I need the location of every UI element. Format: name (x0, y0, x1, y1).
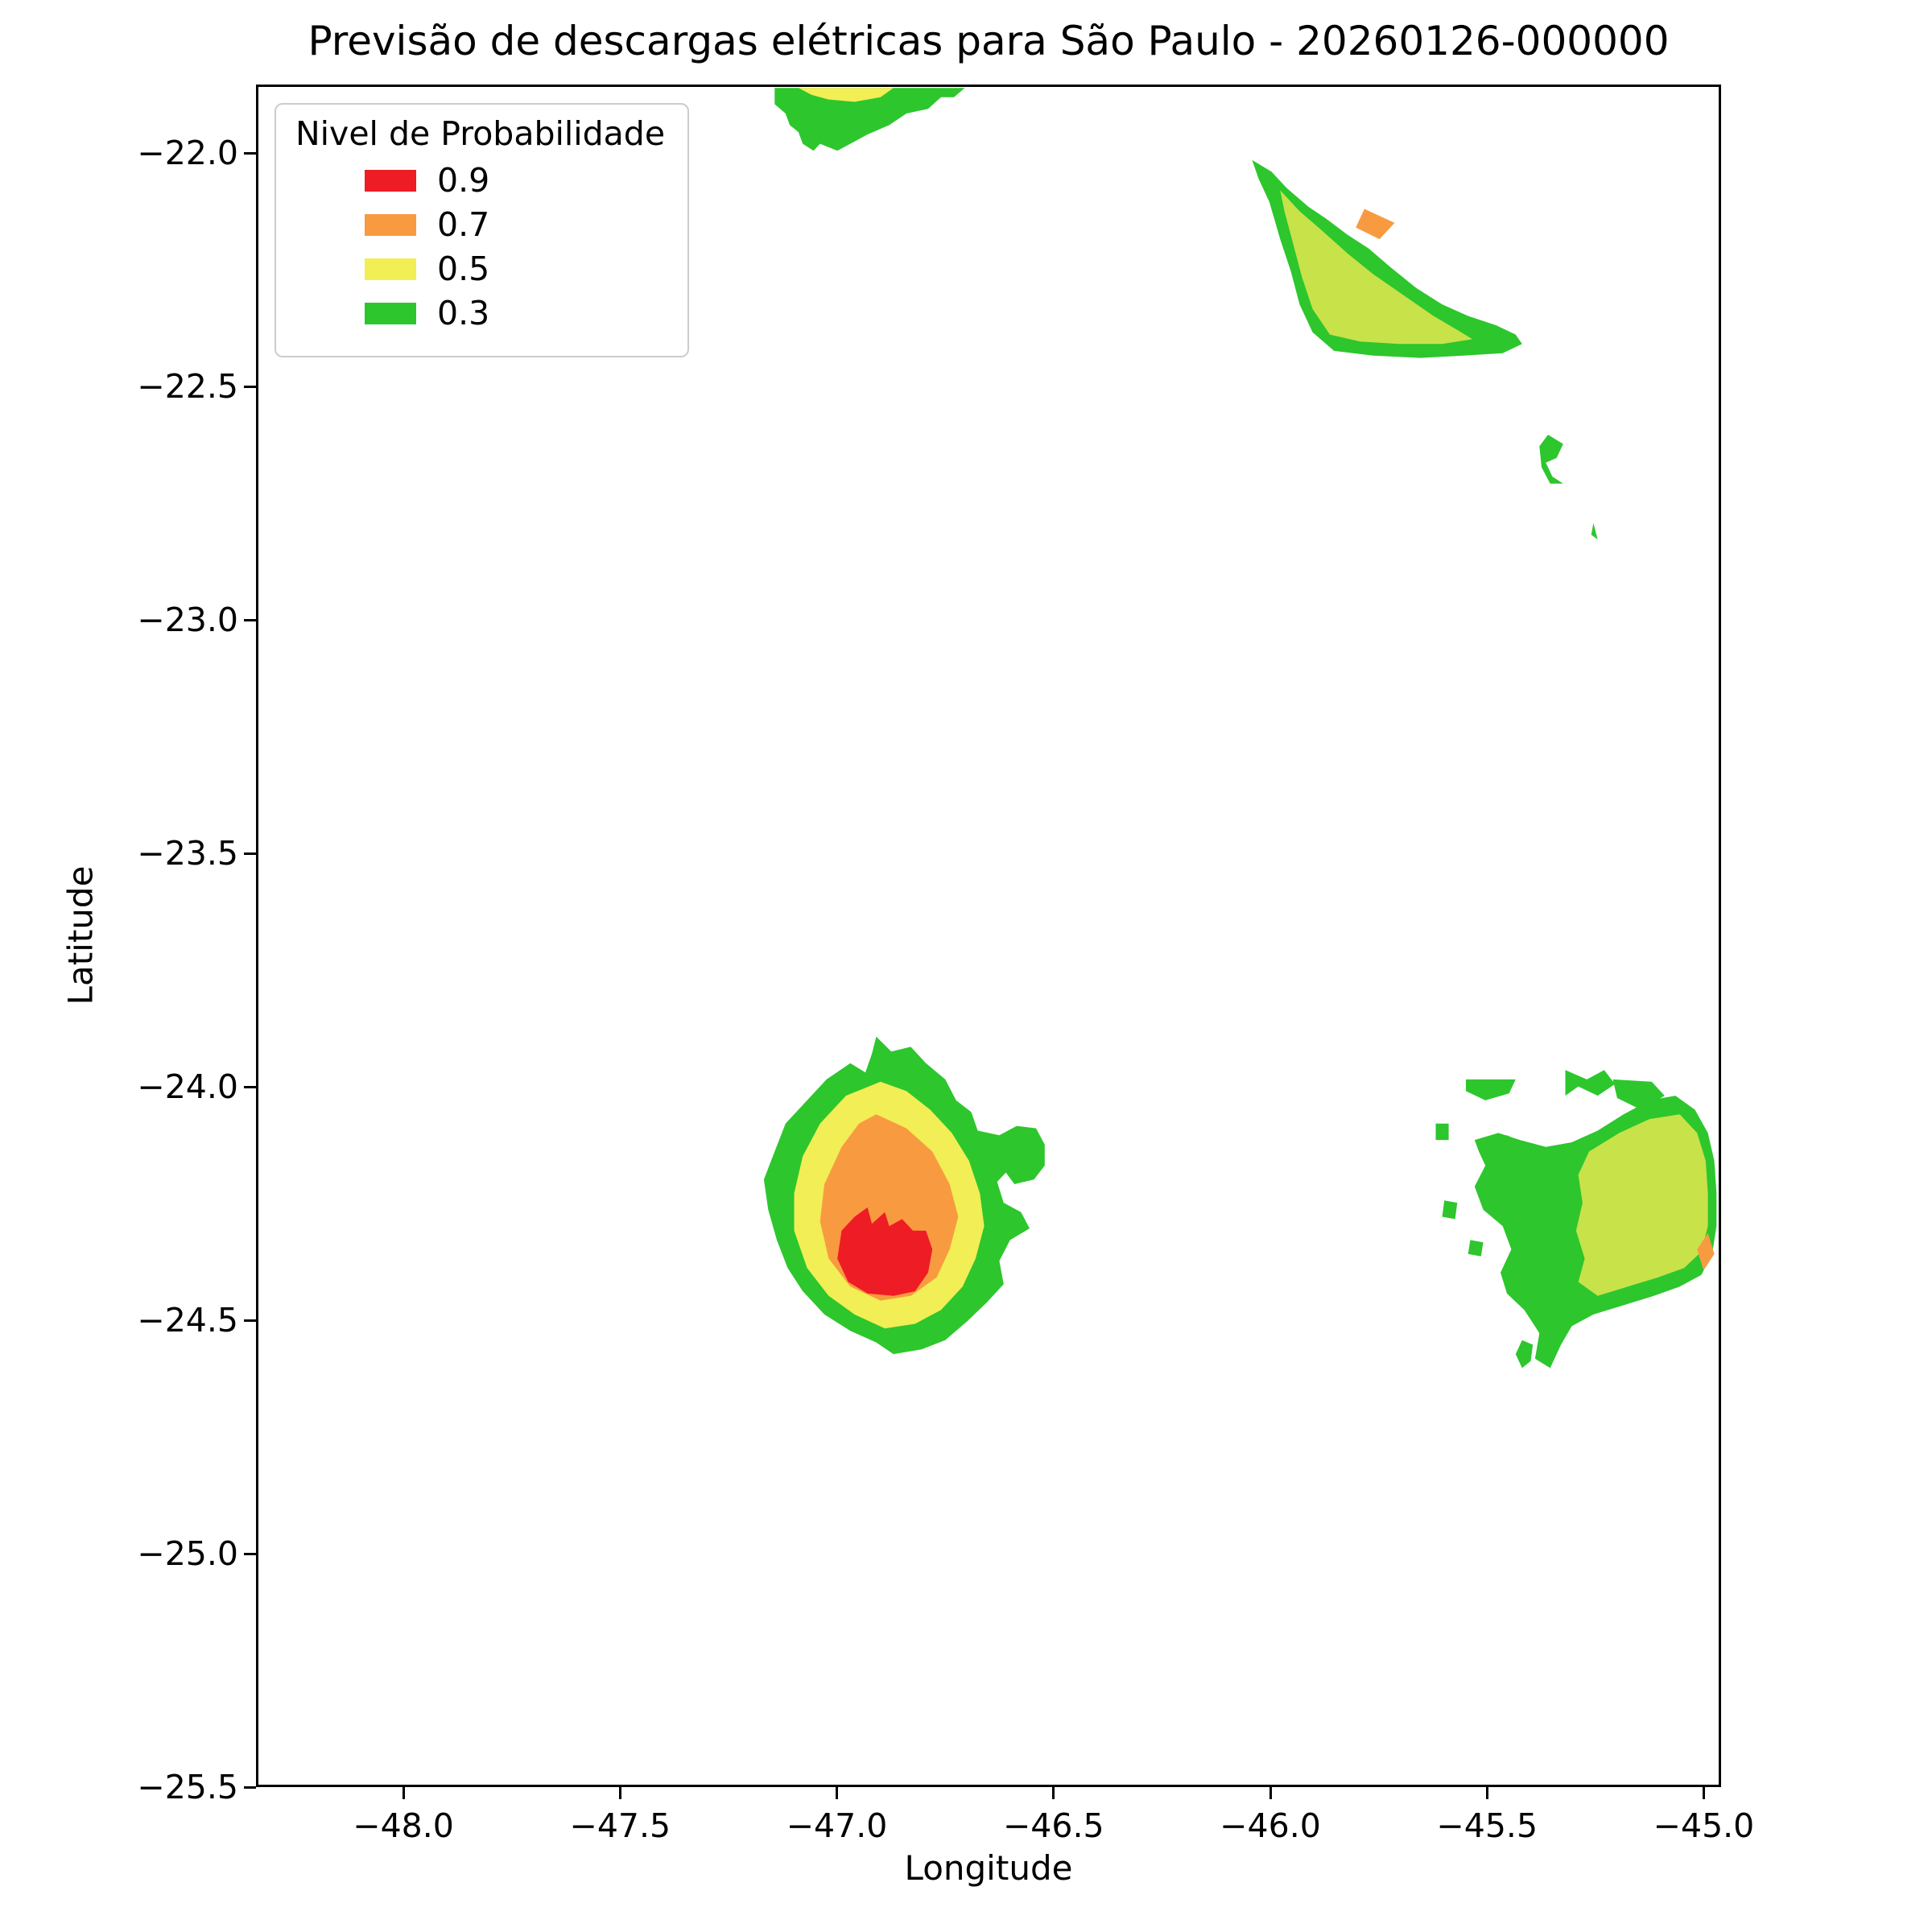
x-tick-label: −48.0 (353, 1806, 454, 1845)
x-tick-label: −47.5 (569, 1806, 671, 1845)
legend-item-0.3: 0.3 (295, 297, 665, 330)
contour-region-central-red (837, 1207, 933, 1296)
y-tick-label: −23.0 (137, 601, 238, 640)
y-tick-mark (244, 1319, 256, 1322)
legend-swatch-0.5 (365, 258, 416, 280)
contour-region-southeast-yellowgreen (1575, 1114, 1708, 1296)
x-tick-label: −45.5 (1436, 1806, 1538, 1845)
y-tick-label: −22.5 (137, 367, 238, 407)
y-tick-label: −25.0 (137, 1534, 238, 1574)
contour-region-southeast-speck-1 (1435, 1123, 1449, 1141)
legend-swatch-0.7 (365, 214, 416, 236)
contour-region-northeast-orange (1356, 208, 1395, 240)
contour-region-southeast-orange (1697, 1232, 1715, 1270)
y-tick-mark (244, 151, 256, 155)
contour-region-east-tiny-green (1591, 522, 1598, 540)
legend-swatch-0.9 (365, 170, 416, 192)
x-tick-mark (618, 1787, 621, 1799)
x-axis-label: Longitude (904, 1848, 1073, 1888)
y-tick-mark (244, 1552, 256, 1555)
legend-item-label: 0.9 (437, 161, 490, 200)
contour-region-southeast-strip-west (1466, 1079, 1516, 1100)
x-tick-mark (402, 1787, 405, 1799)
contour-region-northeast-yellowgreen (1280, 190, 1473, 345)
x-tick-mark (1702, 1787, 1705, 1799)
chart-title: Previsão de descargas elétricas para São… (308, 18, 1670, 64)
y-tick-label: −24.0 (137, 1067, 238, 1107)
plot-area: Nivel de Probabilidade 0.9 0.7 0.5 0.3 (256, 85, 1721, 1787)
y-tick-label: −23.5 (137, 834, 238, 873)
x-tick-label: −47.0 (786, 1806, 888, 1845)
y-tick-label: −24.5 (137, 1301, 238, 1340)
y-tick-mark (244, 1785, 256, 1789)
legend-item-label: 0.5 (437, 250, 490, 288)
contour-region-east-small-green (1539, 435, 1563, 484)
y-tick-label: −25.5 (137, 1768, 238, 1806)
contour-region-north-green (774, 88, 965, 151)
x-tick-mark (1269, 1787, 1272, 1799)
contour-region-north-yellow (798, 88, 894, 102)
contour-region-southeast-speck-3 (1468, 1240, 1484, 1257)
y-tick-label: −22.0 (137, 134, 238, 173)
y-tick-mark (244, 1085, 256, 1088)
y-tick-mark (244, 385, 256, 388)
y-tick-mark (244, 618, 256, 621)
x-tick-mark (1052, 1787, 1055, 1799)
x-tick-mark (1485, 1787, 1488, 1799)
legend: Nivel de Probabilidade 0.9 0.7 0.5 0.3 (275, 103, 690, 357)
x-tick-label: −46.0 (1220, 1806, 1321, 1845)
x-tick-mark (836, 1787, 839, 1799)
marker-dot-2 (1546, 1146, 1571, 1171)
x-tick-label: −46.5 (1002, 1806, 1104, 1845)
x-tick-label: −45.0 (1653, 1806, 1755, 1845)
legend-item-label: 0.3 (437, 294, 490, 332)
marker-dot-1 (1495, 1135, 1515, 1154)
legend-item-0.5: 0.5 (295, 253, 665, 286)
legend-swatch-0.3 (365, 303, 416, 324)
legend-item-label: 0.7 (437, 205, 490, 244)
legend-item-0.9: 0.9 (295, 164, 665, 197)
legend-title: Nivel de Probabilidade (295, 114, 666, 153)
legend-items: 0.9 0.7 0.5 0.3 (295, 164, 665, 330)
legend-item-0.7: 0.7 (295, 208, 665, 242)
y-axis-label: Latitude (60, 865, 101, 1005)
contour-map-canvas (763, 88, 1717, 1368)
contour-region-southeast-speck-2 (1442, 1200, 1458, 1220)
contour-region-southeast-speck-4 (1515, 1340, 1534, 1368)
y-tick-mark (244, 852, 256, 855)
contour-region-southeast-strip-mid (1565, 1070, 1616, 1096)
